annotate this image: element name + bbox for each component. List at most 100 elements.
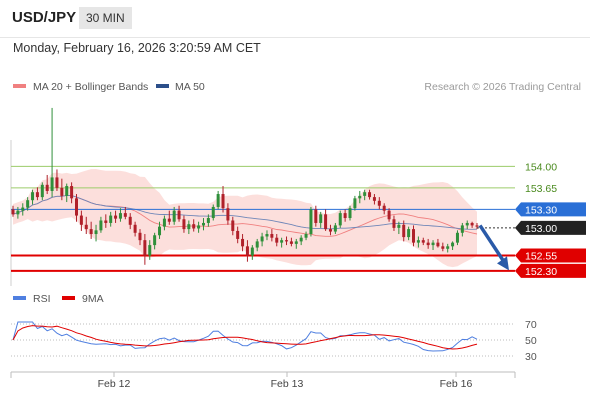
rsi-ma9-line [12,325,478,350]
candle-body [402,224,406,238]
candle-body [192,224,196,229]
candle-body [265,234,269,237]
ma50-legend-label: MA 50 [175,81,205,93]
candle-body [206,218,210,223]
ma50-legend-swatch [156,84,169,88]
candle-body [426,242,430,246]
forecast-arrow-head [497,256,509,271]
candle-body [270,234,274,238]
price-pane: 154.00 153.65 153.30 153.00 152.55 152.30 [10,107,586,286]
level-tag-152.55 [515,248,586,263]
candle-body [250,247,254,256]
level-label-152.30: 152.30 [525,266,557,278]
symbol-title: USD/JPY [12,9,77,26]
candle-body [397,224,401,228]
ma9-legend-swatch [62,296,75,300]
rsi-legend-label: RSI [33,293,51,305]
candle-body [99,220,103,231]
candle-body [172,210,176,222]
candle-body [304,234,308,238]
candle-body [245,246,249,256]
candle-body [40,184,44,198]
candle-body [475,225,479,227]
x-tick-label: Feb 12 [98,378,131,390]
candle-body [138,232,142,241]
candle-body [255,241,259,248]
timeframe-button[interactable]: 30 MIN [79,7,132,29]
candle-body [451,242,455,247]
candle-body [416,240,420,243]
level-label-153.65: 153.65 [525,183,557,195]
bollinger-band [13,169,477,268]
candle-body [182,219,186,230]
candle-body [45,184,49,191]
candle-body [128,216,132,225]
candle-body [392,219,396,228]
level-tag-153.30 [515,202,586,217]
candle-body [465,222,469,226]
level-tag-153.00 [515,220,586,235]
candle-body [177,210,181,220]
candle-body [343,213,347,219]
candle-body [353,198,357,209]
rsi-pane: 70 50 30 [11,319,537,363]
candle-body [148,245,152,256]
candle-body [21,207,25,211]
candle-body [84,224,88,230]
candle-body [167,218,171,222]
candle-body [74,198,78,216]
candle-body [65,186,69,196]
candle-body [79,215,83,225]
candle-body [412,229,416,243]
candle-body [280,240,284,243]
candle-body [338,213,342,226]
candle-body [460,225,464,233]
candle-body [31,192,35,201]
candle-body [114,215,118,219]
candle-body [470,222,474,226]
ma9-legend-label: 9MA [82,293,104,305]
candle-body [319,214,323,223]
candle-body [226,208,230,221]
candle-body [197,225,201,229]
price-legend: MA 20 + Bollinger Bands MA 50 Research ©… [13,81,581,93]
candle-body [455,232,459,243]
candle-body [309,209,313,235]
x-axis: Feb 12 Feb 13 Feb 16 [10,371,516,390]
rsi-legend: RSI 9MA [13,293,104,305]
level-label-154.00: 154.00 [525,161,557,173]
candle-body [241,238,245,247]
candle-body [324,214,328,230]
candle-body [133,224,137,233]
candle-body [216,194,220,207]
level-label-153.30: 153.30 [525,204,557,216]
candle-body [16,210,20,215]
candle-body [358,195,362,199]
candle-body [50,177,54,191]
candle-body [221,194,225,209]
candle-body [123,213,127,217]
ma20-legend-label: MA 20 + Bollinger Bands [33,81,148,93]
rsi-tick-70: 70 [525,319,537,331]
candle-body [314,209,318,223]
candle-body [436,242,440,247]
candle-body [275,237,279,243]
candle-body [299,237,303,242]
candle-body [211,206,215,219]
ma20-legend-swatch [13,84,26,88]
candle-body [70,186,74,199]
candle-body [363,192,367,196]
level-label-152.55: 152.55 [525,251,557,263]
candle-body [407,229,411,238]
level-label-153.00: 153.00 [525,223,557,235]
candle-body [372,197,376,201]
candle-body [162,218,166,227]
candle-body [153,235,157,246]
header-bar: USD/JPY 30 MIN [0,0,590,38]
candle-body [104,220,108,223]
rsi-tick-30: 30 [525,351,537,363]
candle-body [231,220,235,231]
candle-body [35,192,39,198]
candle-body [143,240,147,256]
